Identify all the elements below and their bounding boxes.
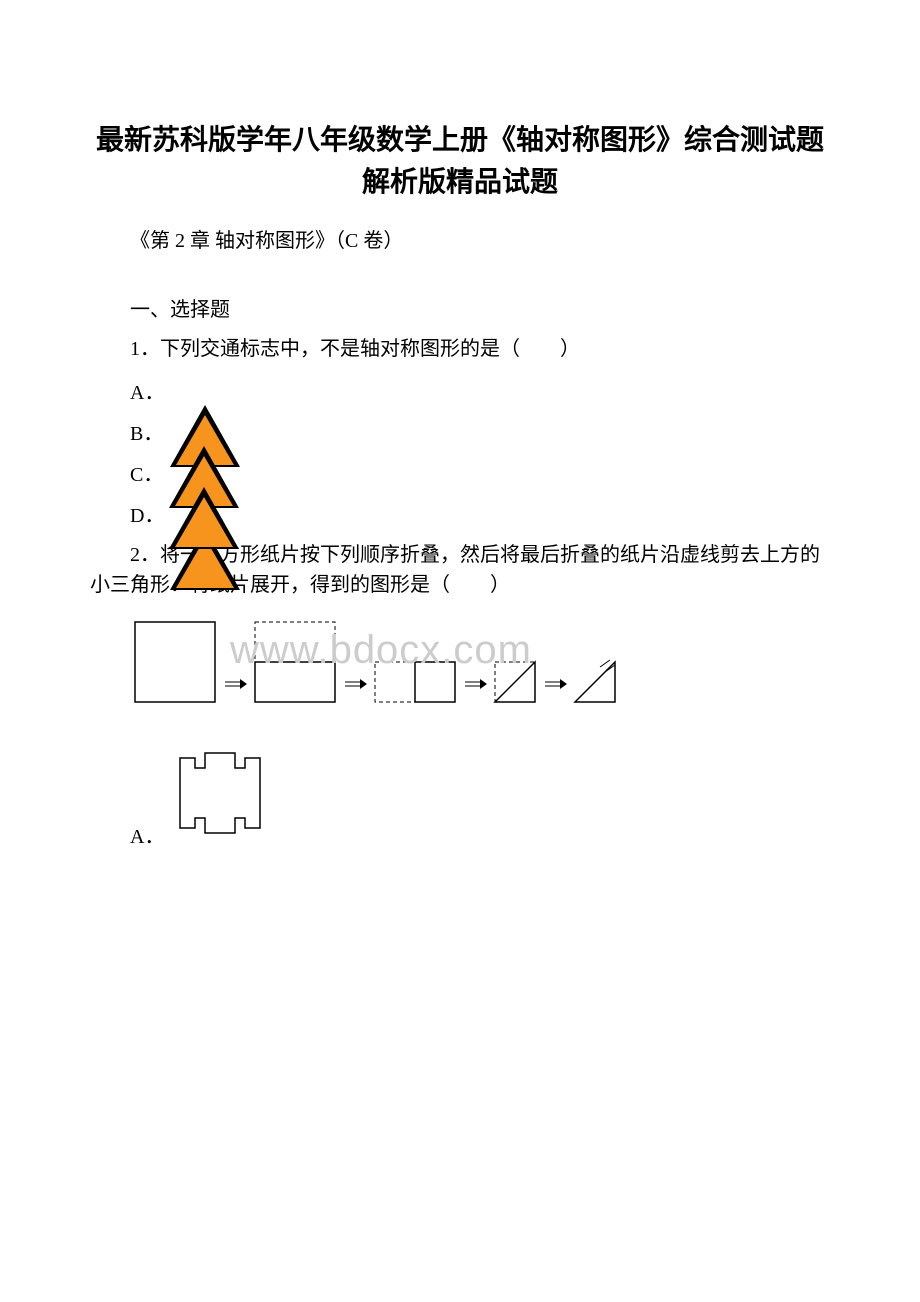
section-heading-1: 一、选择题 xyxy=(130,293,830,322)
unfold-shape-a-icon xyxy=(170,743,270,849)
question-1-text: 1．下列交通标志中，不是轴对称图形的是（ ） xyxy=(130,334,830,364)
option-label-a2: A． xyxy=(130,820,164,849)
option-label-c: C． xyxy=(130,458,163,487)
option-label-a: A． xyxy=(130,376,164,405)
q1-option-c: C． xyxy=(130,458,830,487)
option-label-d: D． xyxy=(130,499,164,528)
watermark-text: www.bdocx.com xyxy=(230,628,532,673)
q1-option-a: A． xyxy=(130,376,830,405)
page-title: 最新苏科版学年八年级数学上册《轴对称图形》综合测试题解析版精品试题 xyxy=(90,120,830,204)
q2-option-a: A． xyxy=(130,743,830,849)
chapter-subtitle: 《第 2 章 轴对称图形》（C 卷） xyxy=(130,224,830,253)
option-label-b: B． xyxy=(130,417,163,446)
